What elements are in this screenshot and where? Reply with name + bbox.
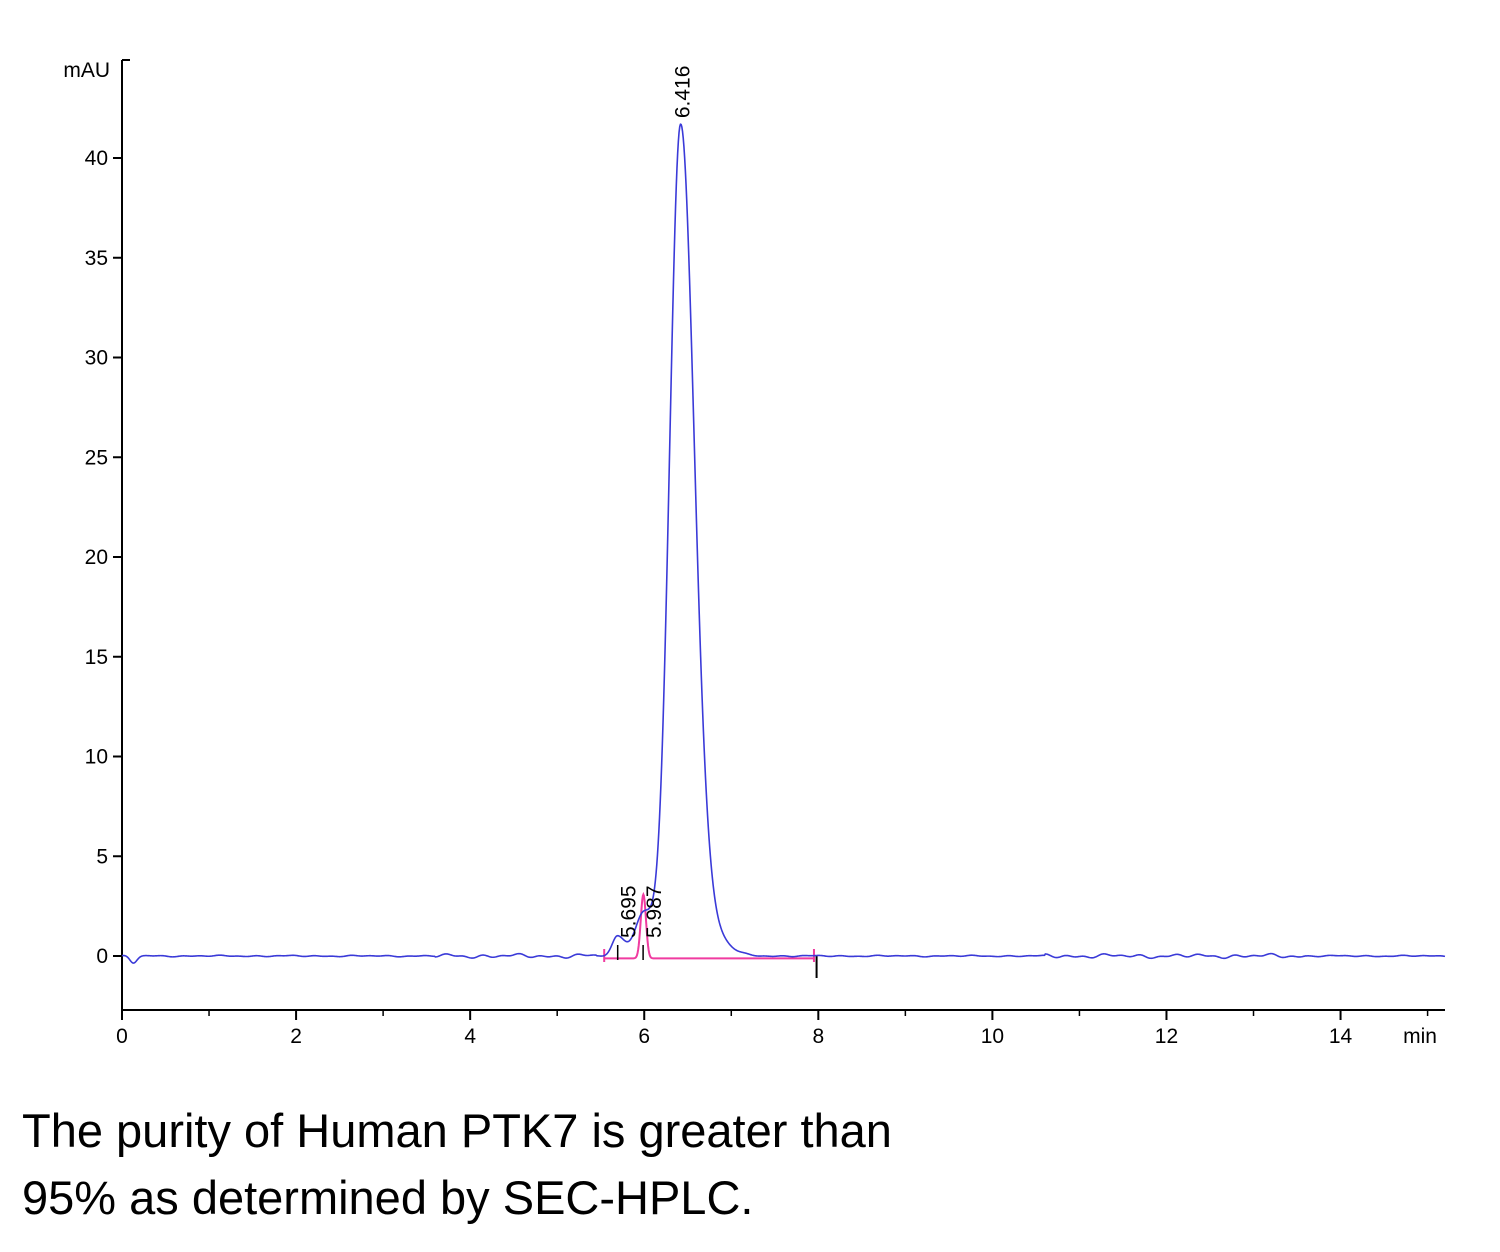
x-tick-label: 0 [116, 1025, 128, 1048]
integration-baseline-trace [604, 891, 814, 960]
x-tick-label: 6 [638, 1025, 650, 1048]
x-tick-label: 14 [1329, 1025, 1353, 1048]
y-tick-label: 35 [85, 247, 108, 270]
y-tick-label: 15 [85, 646, 108, 669]
y-axis-unit-label: mAU [63, 59, 110, 82]
y-tick-label: 5 [96, 845, 108, 868]
peak-rt-label: 5.987 [643, 885, 666, 938]
y-tick-label: 0 [96, 945, 108, 968]
y-tick-label: 20 [85, 546, 108, 569]
x-tick-label: 8 [812, 1025, 824, 1048]
chromatogram-svg: 0 5 10 15 20 25 30 35 40 0 2 4 6 8 10 12 14 mAU min 5.695 5.… [63, 59, 1446, 1048]
signal-trace [121, 123, 1446, 964]
y-tick-label: 40 [85, 147, 108, 170]
chromatogram-panel: 0 5 10 15 20 25 30 35 40 0 2 4 6 8 10 12 14 mAU min 5.695 5.… [63, 59, 1446, 1048]
x-axis-unit-label: min [1403, 1025, 1437, 1048]
y-tick-label: 10 [85, 746, 108, 769]
y-tick-label: 25 [85, 446, 108, 469]
purity-caption: The purity of Human PTK7 is greater than… [22, 1098, 892, 1231]
caption-line-1: The purity of Human PTK7 is greater than [22, 1104, 892, 1157]
peak-rt-label: 6.416 [671, 66, 694, 119]
x-tick-label: 10 [981, 1025, 1004, 1048]
caption-line-2: 95% as determined by SEC-HPLC. [22, 1170, 754, 1224]
x-tick-label: 4 [464, 1025, 476, 1048]
x-tick-label: 12 [1155, 1025, 1178, 1048]
peak-rt-label: 5.695 [618, 885, 641, 938]
y-tick-label: 30 [85, 347, 108, 370]
x-tick-label: 2 [290, 1025, 302, 1048]
